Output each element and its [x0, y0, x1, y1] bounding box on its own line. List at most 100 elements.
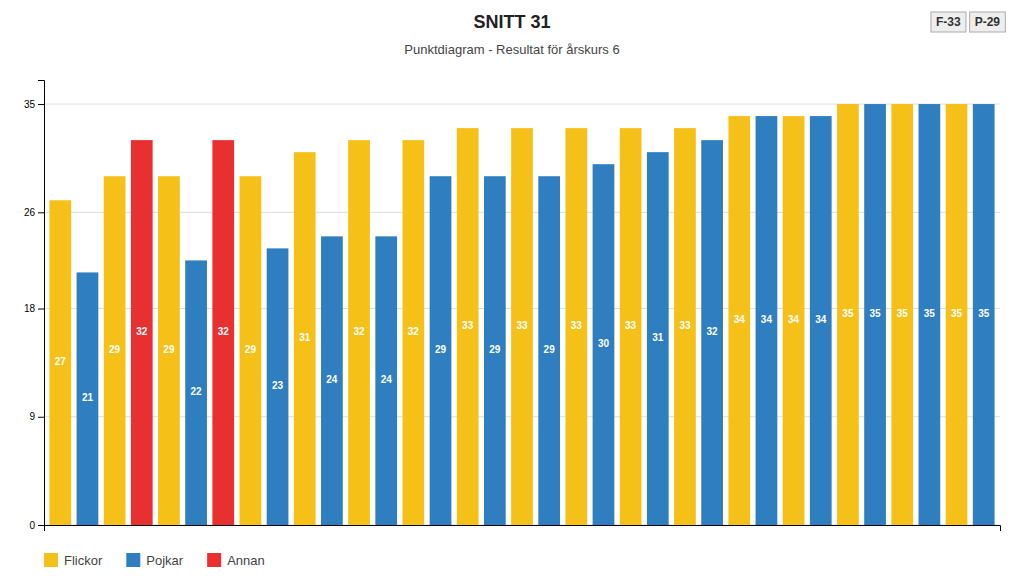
- bar: [185, 260, 207, 525]
- bar: [375, 236, 397, 525]
- bar: [321, 236, 343, 525]
- bar: [565, 128, 587, 525]
- title: SNITT 31: [473, 12, 550, 32]
- data-label: 24: [381, 374, 393, 385]
- y-tick: 18: [24, 303, 44, 314]
- bar: [457, 128, 479, 525]
- data-label: 35: [978, 308, 990, 319]
- bar: [77, 272, 99, 525]
- data-label: 29: [109, 344, 121, 355]
- bar: [538, 176, 560, 525]
- bar: [403, 140, 425, 525]
- bar: [647, 152, 669, 525]
- data-label: 33: [625, 320, 637, 331]
- data-label: 33: [571, 320, 583, 331]
- y-tick: 9: [29, 411, 44, 422]
- data-label: 33: [516, 320, 528, 331]
- bar: [240, 176, 262, 525]
- data-labels: 2729292931323233333333333434353535212223…: [55, 308, 990, 403]
- y-tick-mark: [38, 525, 44, 526]
- subtitle: Punktdiagram - Resultat för årskurs 6: [404, 42, 619, 57]
- bar: [294, 152, 316, 525]
- chart-container: SNITT 31 Punktdiagram - Resultat för årsk…: [0, 0, 1024, 585]
- bar: [348, 140, 370, 525]
- data-label: 32: [408, 326, 420, 337]
- data-label: 34: [788, 314, 800, 325]
- y-tick-mark: [38, 309, 44, 310]
- data-label: 32: [218, 326, 230, 337]
- y-tick-label: 26: [24, 207, 36, 218]
- bar: [131, 140, 153, 525]
- y-axis: 0 9 18 26 35: [24, 81, 45, 531]
- bar: [919, 104, 941, 525]
- annotation: P-29: [975, 15, 1001, 29]
- data-label: 23: [272, 380, 284, 391]
- bar: [810, 116, 832, 525]
- annotation: F-33: [936, 15, 961, 29]
- y-tick-label: 9: [29, 411, 35, 422]
- bar: [864, 104, 886, 525]
- bar: [837, 104, 859, 525]
- y-tick-label: 0: [29, 520, 35, 531]
- data-label: 24: [326, 374, 338, 385]
- data-label: 35: [842, 308, 854, 319]
- legend-item: Pojkar: [126, 553, 184, 568]
- legend-swatch: [44, 553, 58, 567]
- y-tick-label: 35: [24, 99, 36, 110]
- data-label: 32: [353, 326, 365, 337]
- data-label: 33: [462, 320, 474, 331]
- annotations: P-29 F-33: [931, 12, 1005, 32]
- data-label: 22: [191, 386, 203, 397]
- bar: [891, 104, 913, 525]
- bar: [484, 176, 506, 525]
- data-label: 32: [136, 326, 148, 337]
- legend-item: Flickor: [44, 553, 103, 568]
- legend-item: Annan: [207, 553, 265, 568]
- y-tick-mark: [38, 417, 44, 418]
- bar: [430, 176, 452, 525]
- data-label: 34: [761, 314, 773, 325]
- y-tick-label: 18: [24, 303, 36, 314]
- data-label: 33: [679, 320, 691, 331]
- data-label: 29: [163, 344, 175, 355]
- legend-swatch: [126, 553, 140, 567]
- data-label: 34: [734, 314, 746, 325]
- bar: [212, 140, 234, 525]
- grid: [44, 104, 1000, 525]
- bars: [49, 104, 994, 525]
- data-label: 35: [951, 308, 963, 319]
- y-tick-mark: [38, 212, 44, 213]
- chart-svg: SNITT 31 Punktdiagram - Resultat för årsk…: [0, 0, 1024, 585]
- legend-label: Flickor: [64, 553, 103, 568]
- data-label: 30: [598, 338, 610, 349]
- bar: [620, 128, 642, 525]
- bar: [756, 116, 778, 525]
- bar: [674, 128, 696, 525]
- data-label: 29: [489, 344, 501, 355]
- annotation-box: [970, 12, 1006, 32]
- data-label: 35: [924, 308, 936, 319]
- data-label: 32: [707, 326, 719, 337]
- bar: [593, 164, 615, 525]
- bar: [49, 200, 71, 525]
- x-axis: [45, 526, 1001, 532]
- y-tick: 0: [29, 520, 44, 531]
- x-axis-line: [45, 526, 1001, 532]
- bar: [946, 104, 968, 525]
- data-label: 35: [897, 308, 909, 319]
- data-label: 31: [652, 332, 664, 343]
- bar: [728, 116, 750, 525]
- bar: [783, 116, 805, 525]
- bar: [104, 176, 126, 525]
- legend-swatch: [207, 553, 221, 567]
- y-tick-mark: [38, 104, 44, 105]
- data-label: 29: [544, 344, 556, 355]
- y-tick: 35: [24, 99, 44, 110]
- data-label: 27: [55, 356, 67, 367]
- bar: [511, 128, 533, 525]
- legend: Flickor Pojkar Annan: [44, 553, 265, 568]
- data-label: 29: [245, 344, 257, 355]
- y-tick: 26: [24, 207, 44, 218]
- y-axis-line: [38, 81, 45, 526]
- bar: [701, 140, 723, 525]
